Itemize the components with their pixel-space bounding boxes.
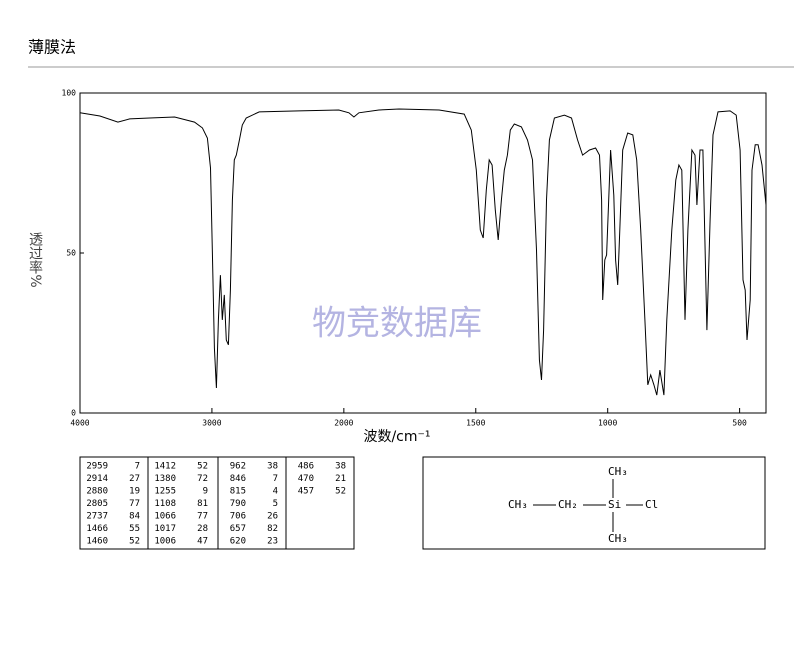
header-title: 薄膜法 <box>28 38 76 57</box>
peak-wavenumber: 470 <box>298 474 314 484</box>
y-axis-label: 透过率% <box>27 232 43 287</box>
y-tick-label: 0 <box>71 409 76 418</box>
peak-table-frame <box>79 456 355 550</box>
peak-wavenumber: 620 <box>230 537 246 547</box>
peak-wavenumber: 815 <box>230 487 246 497</box>
structure-frame <box>422 456 766 550</box>
x-axis-label: 波数/cm⁻¹ <box>363 429 430 445</box>
peak-wavenumber: 706 <box>230 512 246 522</box>
peak-transmittance: 38 <box>267 462 278 472</box>
peak-transmittance: 23 <box>267 537 278 547</box>
spectrum-line <box>79 108 767 396</box>
peak-transmittance: 4 <box>273 487 278 497</box>
structure: CH₃ CH₂ Si Cl CH₃ CH₃ <box>508 465 658 545</box>
peak-transmittance: 84 <box>129 512 140 522</box>
atom-label: CH₃ <box>608 465 628 478</box>
x-tick-label: 3000 <box>202 419 221 428</box>
atom-label: Si <box>608 498 621 511</box>
atom-label: Cl <box>645 498 658 511</box>
peak-transmittance: 21 <box>335 474 346 484</box>
peak-transmittance: 77 <box>197 512 208 522</box>
peak-transmittance: 7 <box>273 474 278 484</box>
peak-transmittance: 19 <box>129 487 140 497</box>
peak-wavenumber: 790 <box>230 499 246 509</box>
watermark: 物竞数据库 <box>312 304 482 344</box>
peak-wavenumber: 2914 <box>86 474 108 484</box>
peak-wavenumber: 1460 <box>86 537 108 547</box>
peak-wavenumber: 1255 <box>154 487 176 497</box>
peak-wavenumber: 1380 <box>154 474 176 484</box>
peak-transmittance: 26 <box>267 512 278 522</box>
peak-transmittance: 72 <box>197 474 208 484</box>
peak-wavenumber: 2959 <box>86 462 108 472</box>
y-tick-label: 50 <box>66 249 76 258</box>
peak-wavenumber: 1006 <box>154 537 176 547</box>
peak-transmittance: 7 <box>135 462 140 472</box>
peak-wavenumber: 962 <box>230 462 246 472</box>
peak-wavenumber: 1108 <box>154 499 176 509</box>
peak-transmittance: 47 <box>197 537 208 547</box>
x-tick-label: 2000 <box>334 419 353 428</box>
peak-transmittance: 52 <box>129 537 140 547</box>
x-tick-label: 4000 <box>70 419 89 428</box>
peak-transmittance: 52 <box>335 487 346 497</box>
peak-wavenumber: 457 <box>298 487 314 497</box>
x-tick-label: 1500 <box>466 419 485 428</box>
peak-wavenumber: 657 <box>230 524 246 534</box>
peak-transmittance: 5 <box>273 499 278 509</box>
peak-transmittance: 28 <box>197 524 208 534</box>
peak-wavenumber: 1066 <box>154 512 176 522</box>
y-tick-label: 100 <box>62 89 77 98</box>
peak-wavenumber: 486 <box>298 462 314 472</box>
peak-wavenumber: 2880 <box>86 487 108 497</box>
atom-label: CH₃ <box>608 532 628 545</box>
peak-wavenumber: 1412 <box>154 462 176 472</box>
peak-transmittance: 81 <box>197 499 208 509</box>
atom-label: CH₃ <box>508 498 528 511</box>
x-tick-label: 1000 <box>598 419 617 428</box>
peak-transmittance: 55 <box>129 524 140 534</box>
peak-wavenumber: 1017 <box>154 524 176 534</box>
peak-wavenumber: 2737 <box>86 512 108 522</box>
peak-transmittance: 52 <box>197 462 208 472</box>
peak-transmittance: 77 <box>129 499 140 509</box>
peak-transmittance: 38 <box>335 462 346 472</box>
peak-wavenumber: 2805 <box>86 499 108 509</box>
peak-wavenumber: 1466 <box>86 524 108 534</box>
atom-label: CH₂ <box>558 498 578 511</box>
plot-frame <box>79 92 767 414</box>
peak-transmittance: 27 <box>129 474 140 484</box>
x-tick-label: 500 <box>732 419 747 428</box>
peak-wavenumber: 846 <box>230 474 246 484</box>
peak-transmittance: 82 <box>267 524 278 534</box>
peak-transmittance: 9 <box>203 487 208 497</box>
